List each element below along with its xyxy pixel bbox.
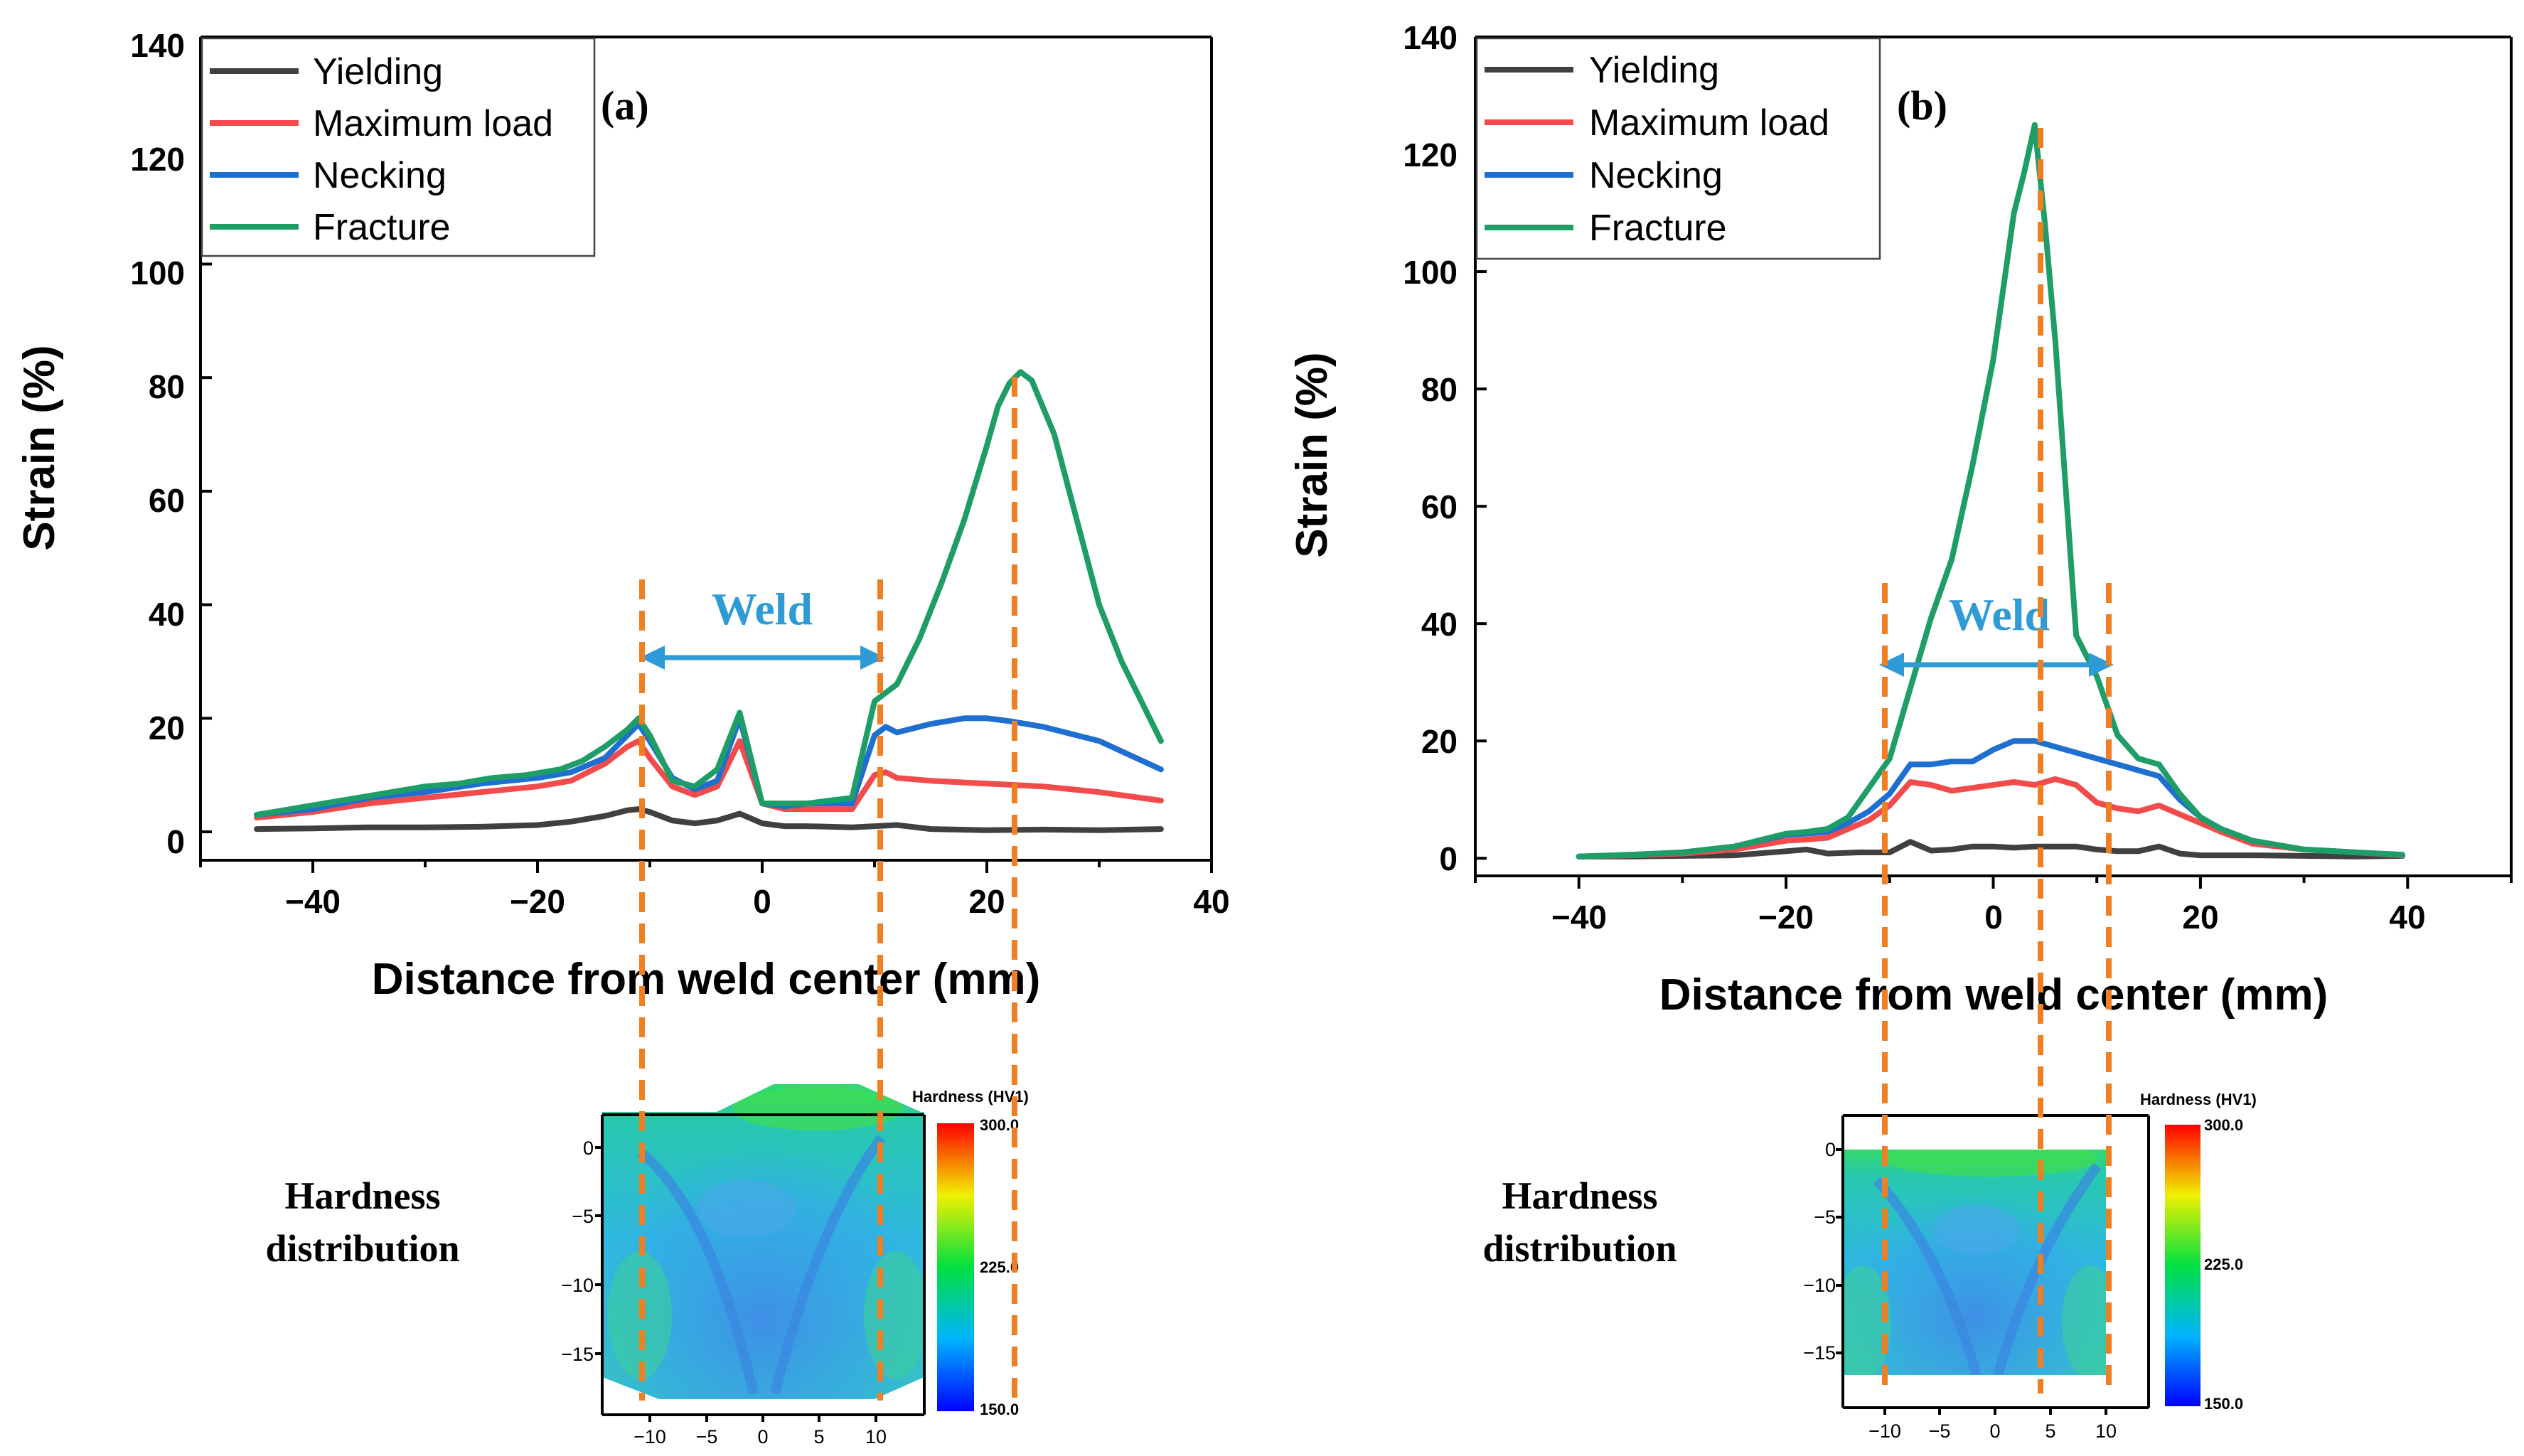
panel-a-series-fracture [254, 369, 1164, 818]
panel-a-ytick-40: 40 [149, 596, 185, 633]
panel-b-series-fracture [1576, 122, 2405, 860]
panel-b-xtick-40: 40 [2389, 899, 2425, 936]
panel-b-legend-yielding: Yielding [1589, 50, 1719, 91]
panel-b-ytick-100: 100 [1403, 254, 1458, 291]
panel-b-inset-xtick-10: 10 [2095, 1420, 2117, 1442]
panel-b-inset-ytick-m10: −10 [1803, 1275, 1836, 1296]
panel-b-series-necking [1576, 738, 2405, 860]
panel-b-legend: Yielding Maximum load Necking Fracture [1475, 37, 1881, 260]
panel-a-xtick-m20: −20 [510, 883, 565, 920]
panel-a-hardness-label-line2: distribution [265, 1227, 459, 1270]
panel-a-legend: Yielding Maximum load Necking Fracture [200, 37, 596, 257]
panel-b-legend-maximum-load: Maximum load [1589, 102, 1829, 144]
panel-a-ytick-0: 0 [166, 823, 185, 860]
panel-a-y-axis-label: Strain (%) [15, 345, 64, 550]
panel-b-ytick-0: 0 [1439, 840, 1458, 877]
panel-b-weld-label: Weld [1949, 589, 2050, 640]
panel-b-y-axis-label: Strain (%) [1288, 352, 1337, 557]
panel-b-colorbar-mid: 225.0 [2204, 1256, 2243, 1273]
panel-b-hardness-label-line1: Hardness [1502, 1174, 1657, 1217]
panel-a-hardness-label-line1: Hardness [284, 1174, 440, 1217]
panel-a-inset-ytick-m10: −10 [561, 1275, 594, 1296]
panel-b-ytick-80: 80 [1421, 371, 1458, 408]
panel-a-inset-ytick-m15: −15 [561, 1344, 594, 1365]
panel-b-series-maximum-load [1576, 776, 2405, 860]
panel-b-colorbar-min: 150.0 [2204, 1395, 2243, 1413]
panel-b-ytick-140: 140 [1403, 19, 1458, 56]
panel-b: 0 20 40 60 80 100 120 140 −40 −20 0 20 4… [1288, 19, 2513, 1442]
panel-b-label: (b) [1897, 82, 1947, 129]
panel-a-inset-xtick-m5: −5 [696, 1426, 718, 1447]
panel-b-colorbar [2165, 1125, 2201, 1406]
panel-b-series-yielding [1576, 839, 2405, 860]
panel-a-inset-xtick-10: 10 [865, 1426, 887, 1447]
panel-a-ytick-80: 80 [149, 368, 185, 405]
panel-a-legend-yielding: Yielding [313, 51, 443, 92]
panel-b-legend-fracture: Fracture [1589, 208, 1727, 249]
panel-b-xtick-m40: −40 [1551, 899, 1607, 936]
panel-a-x-ticks [199, 860, 1213, 873]
panel-a-colorbar [937, 1123, 974, 1411]
panel-b-xtick-0: 0 [1984, 899, 2003, 936]
panel-a-series-yielding [254, 806, 1164, 833]
panel-b-ytick-40: 40 [1421, 606, 1458, 643]
panel-a-colorbar-min: 150.0 [980, 1401, 1019, 1418]
panel-a-ytick-140: 140 [130, 27, 185, 64]
panel-a-xtick-0: 0 [753, 883, 771, 920]
panel-b-inset-ytick-m15: −15 [1803, 1342, 1836, 1364]
panel-b-ytick-60: 60 [1421, 488, 1458, 525]
panel-b-x-ticks [1474, 876, 2513, 889]
panel-b-hardness-label-line2: distribution [1482, 1227, 1677, 1270]
panel-b-hardness-map [1836, 1114, 2150, 1415]
panel-a-inset-xtick-5: 5 [813, 1426, 824, 1447]
panel-b-weld-arrow [1879, 653, 2114, 677]
panel-a-ytick-120: 120 [130, 141, 185, 178]
panel-a-inset-ytick-0: 0 [583, 1138, 594, 1159]
panel-a: 0 20 40 60 80 100 120 140 −40 −20 0 20 4… [15, 27, 1230, 1447]
panel-a-xtick-40: 40 [1193, 883, 1229, 920]
panel-a-series-maximum-load [254, 738, 1164, 821]
panel-b-inset-xtick-5: 5 [2045, 1420, 2055, 1442]
panel-a-weld-arrow [640, 646, 885, 670]
panel-b-inset-ytick-m5: −5 [1814, 1206, 1836, 1228]
panel-a-legend-maximum-load: Maximum load [313, 103, 553, 144]
panel-b-legend-necking: Necking [1589, 155, 1723, 196]
panel-a-x-axis-label: Distance from weld center (mm) [372, 955, 1041, 1004]
panel-a-inset-xtick-m10: −10 [633, 1426, 666, 1447]
panel-a-ytick-20: 20 [149, 710, 185, 746]
panel-b-inset-xtick-0: 0 [1989, 1420, 2000, 1442]
panel-a-ytick-60: 60 [149, 482, 185, 519]
panel-b-x-axis-label: Distance from weld center (mm) [1659, 970, 2328, 1019]
panel-b-inset-xtick-m10: −10 [1868, 1420, 1901, 1442]
panel-a-inset-xtick-0: 0 [757, 1426, 768, 1447]
panel-a-hardness-map [595, 1084, 926, 1422]
panel-a-legend-fracture: Fracture [313, 207, 451, 248]
panel-b-colorbar-max: 300.0 [2204, 1116, 2243, 1134]
panel-b-inset-ytick-0: 0 [1825, 1139, 1836, 1160]
panel-a-weld-label: Weld [712, 584, 813, 634]
panel-b-ytick-120: 120 [1403, 136, 1458, 173]
panel-a-ytick-100: 100 [130, 255, 185, 291]
panel-a-xtick-20: 20 [968, 883, 1005, 920]
panel-b-xtick-20: 20 [2182, 899, 2218, 936]
panel-b-ytick-20: 20 [1421, 723, 1458, 760]
panel-b-xtick-m20: −20 [1758, 899, 1814, 936]
panel-b-colorbar-title: Hardness (HV1) [2140, 1091, 2257, 1108]
panel-a-xtick-m40: −40 [285, 883, 341, 920]
panel-a-inset-ytick-m5: −5 [572, 1206, 594, 1227]
panel-b-inset-xtick-m5: −5 [1929, 1420, 1951, 1442]
panel-a-legend-necking: Necking [313, 155, 446, 196]
panel-a-colorbar-title: Hardness (HV1) [912, 1088, 1029, 1106]
panel-a-label: (a) [601, 82, 649, 129]
